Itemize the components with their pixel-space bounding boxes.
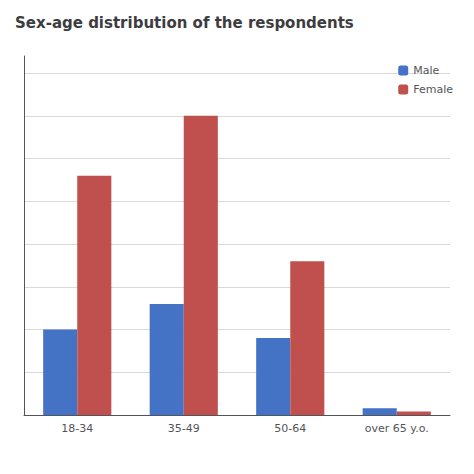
svg-text:Female: Female bbox=[413, 83, 453, 96]
svg-text:18-34: 18-34 bbox=[61, 422, 93, 435]
svg-text:50-64: 50-64 bbox=[274, 422, 306, 435]
svg-text:Male: Male bbox=[413, 64, 439, 77]
svg-text:Sex-age distribution of the re: Sex-age distribution of the respondents bbox=[15, 14, 354, 32]
svg-text:35-49: 35-49 bbox=[168, 422, 200, 435]
svg-text:over 65 y.o.: over 65 y.o. bbox=[365, 422, 429, 435]
